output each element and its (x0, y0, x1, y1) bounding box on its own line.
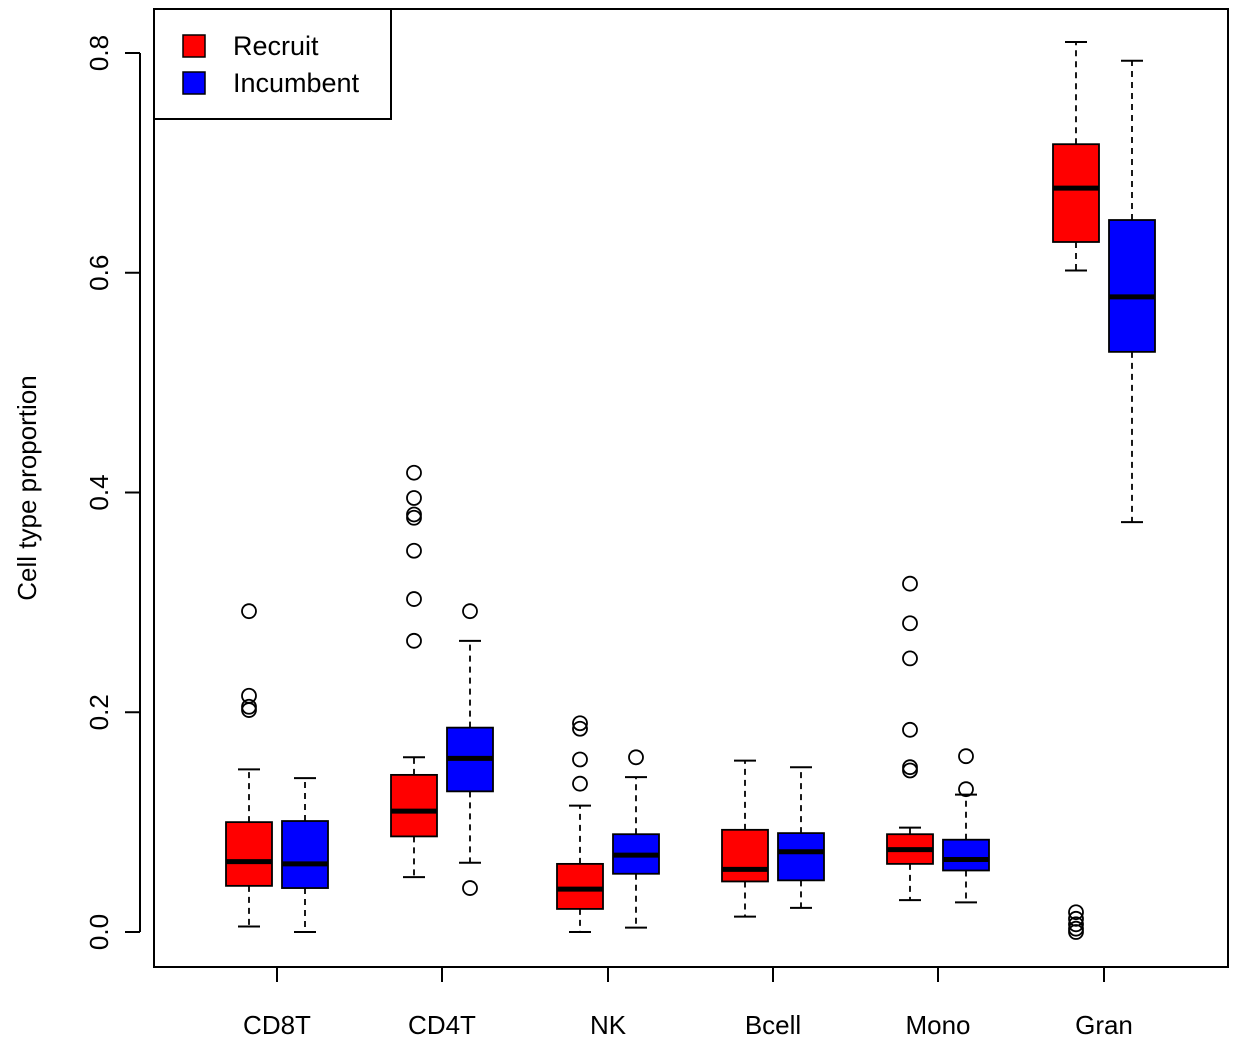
outlier-point (406, 490, 422, 506)
box-groups (225, 41, 1156, 940)
outlier-point (902, 762, 918, 779)
box-iqr (556, 862, 604, 910)
x-tick-label: Mono (905, 1010, 970, 1040)
box-iqr (281, 820, 329, 889)
outlier-point (241, 702, 257, 718)
outlier-point (462, 880, 478, 896)
outlier-point (958, 781, 974, 798)
legend-swatch-recruit (182, 34, 206, 58)
box-iqr (777, 832, 825, 882)
box-recruit-gran (1052, 41, 1100, 940)
box-incumbent-bcell (777, 766, 825, 909)
outlier-point (241, 698, 257, 715)
outlier-point (902, 721, 918, 738)
outlier-point (406, 591, 422, 607)
box-iqr (721, 828, 769, 883)
box-iqr (942, 838, 990, 872)
outlier-point (902, 759, 918, 776)
y-axis: 0.0 0.2 0.4 0.6 0.8 (84, 35, 141, 950)
box-recruit-cd8t (225, 603, 273, 928)
outlier-point (902, 615, 918, 632)
outlier-point (241, 603, 257, 620)
outlier-point (1068, 904, 1084, 921)
box-incumbent-gran (1108, 59, 1156, 524)
x-tick-label: NK (590, 1010, 627, 1040)
box-incumbent-cd8t (281, 777, 329, 933)
outlier-point (406, 542, 422, 559)
outlier-point (572, 751, 588, 768)
y-tick-label: 0.6 (84, 255, 114, 291)
x-tick-label: CD4T (408, 1010, 476, 1040)
outlier-point (572, 720, 588, 737)
box-recruit-mono (886, 575, 934, 902)
y-axis-title: Cell type proportion (12, 375, 42, 600)
x-axis: CD8T CD4T NK Bcell Mono Gran (243, 966, 1133, 1040)
outlier-point (902, 575, 918, 592)
box-recruit-nk (556, 715, 604, 933)
y-tick-label: 0.4 (84, 474, 114, 510)
outlier-point (1068, 924, 1084, 940)
y-tick-label: 0.2 (84, 694, 114, 730)
outlier-point (572, 775, 588, 792)
box-incumbent-nk (612, 749, 660, 929)
legend-frame (153, 8, 392, 120)
outlier-point (406, 509, 422, 526)
box-incumbent-cd4t (446, 603, 494, 896)
outlier-point (902, 650, 918, 667)
box-recruit-cd4t (390, 464, 438, 879)
box-iqr (1052, 143, 1100, 243)
legend-label-incumbent: Incumbent (233, 68, 360, 98)
legend-swatch-incumbent (182, 71, 206, 95)
outlier-point (406, 632, 422, 649)
box-iqr (390, 773, 438, 838)
x-tick-label: Gran (1075, 1010, 1133, 1040)
box-iqr (225, 821, 273, 887)
x-tick-label: Bcell (745, 1010, 801, 1040)
box-recruit-bcell (721, 759, 769, 918)
outlier-point (628, 749, 644, 766)
box-incumbent-mono (942, 748, 990, 904)
y-tick-label: 0.8 (84, 35, 114, 71)
outlier-point (958, 748, 974, 765)
y-tick-label: 0.0 (84, 914, 114, 950)
box-iqr (1108, 219, 1156, 353)
outlier-point (462, 603, 478, 620)
outlier-point (406, 464, 422, 481)
legend: Recruit Incumbent (153, 8, 392, 120)
legend-label-recruit: Recruit (233, 31, 319, 61)
outlier-point (406, 506, 422, 523)
outlier-point (572, 715, 588, 732)
outlier-point (1068, 916, 1084, 933)
x-tick-label: CD8T (243, 1010, 311, 1040)
